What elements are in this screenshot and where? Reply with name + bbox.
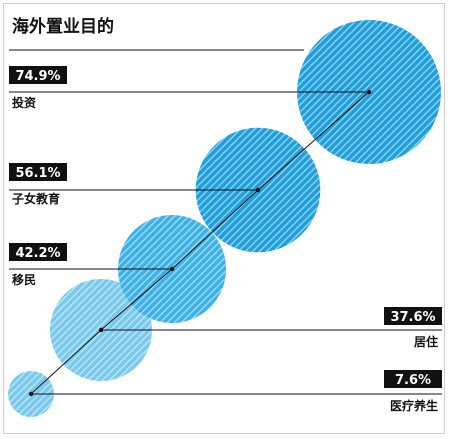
chart-marks: 74.9% 投资 56.1% 子女教育 42.2% 移民 37.6% 居住 7.6% 医疗养生 — [8, 20, 442, 417]
category-label: 医疗养生 — [390, 398, 438, 413]
value-label: 37.6% — [390, 310, 435, 325]
chart-frame: 海外置业目的 74.9% 投资 56.1% 子女教育 42.2% 移民 37.6% 居住 7.6… — [3, 3, 445, 434]
value-label-box — [384, 307, 442, 325]
category-label: 居住 — [414, 334, 438, 349]
category-label: 移民 — [12, 272, 36, 287]
value-label: 42.2% — [15, 246, 60, 261]
value-label-box — [9, 66, 67, 84]
chart-title: 海外置业目的 — [12, 16, 114, 37]
category-label: 投资 — [12, 95, 36, 110]
category-label: 子女教育 — [12, 191, 60, 206]
value-label-box — [9, 243, 67, 261]
value-label: 74.9% — [15, 69, 60, 84]
bubble-center-dot — [28, 391, 34, 397]
value-label: 56.1% — [15, 166, 60, 181]
value-label-box — [9, 163, 67, 181]
bubble-chart: 海外置业目的 74.9% 投资 56.1% 子女教育 42.2% 移民 37.6% 居住 7.6… — [8, 16, 442, 417]
value-label-box — [384, 370, 442, 388]
value-label: 7.6% — [395, 373, 431, 388]
